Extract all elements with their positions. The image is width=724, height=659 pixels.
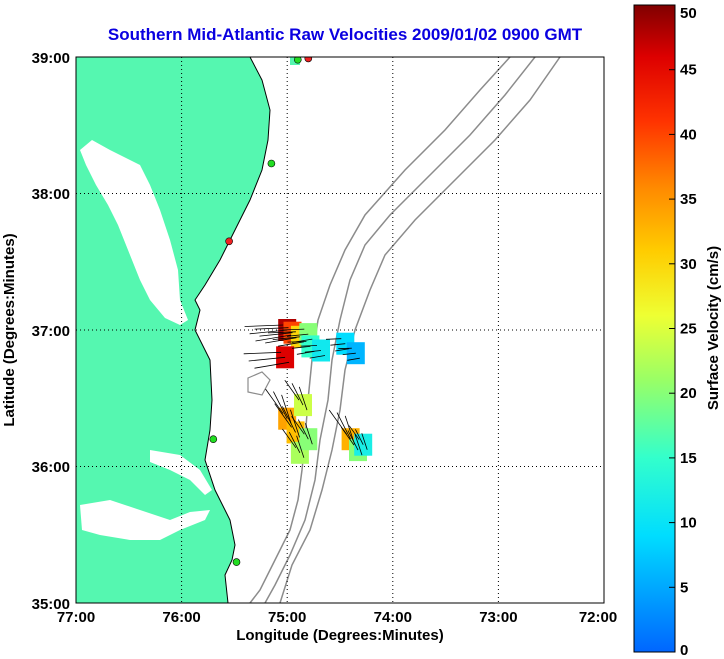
- velocity-vector: [254, 361, 290, 369]
- colorbar-tick-label: 20: [680, 385, 697, 402]
- isobath-line-3: [279, 57, 561, 603]
- colorbar-label: Surface Velocity (cm/s): [705, 246, 722, 410]
- velocity-vector: [347, 357, 360, 361]
- velocity-vector: [338, 347, 352, 350]
- velocity-vector: [344, 415, 355, 445]
- colorbar-tick-label: 0: [680, 642, 688, 659]
- velocity-vector: [282, 406, 296, 433]
- radar-stations: [209, 57, 313, 566]
- radar-station-marker: [232, 558, 241, 566]
- colorbar-tick-label: 25: [680, 321, 697, 338]
- colorbar-tick-label: 40: [680, 126, 697, 143]
- radar-station-marker: [209, 435, 218, 444]
- velocity-vector: [244, 324, 284, 327]
- velocity-vector: [284, 379, 300, 401]
- velocity-vector: [291, 383, 304, 406]
- y-tick-label: 35:00: [32, 596, 70, 613]
- velocity-vector: [296, 351, 315, 355]
- x-tick-label: 77:00: [57, 609, 95, 626]
- velocity-vector: [290, 409, 300, 438]
- sound-water: [150, 450, 212, 495]
- velocity-vector: [243, 351, 282, 355]
- velocity-vector: [287, 341, 307, 343]
- radar-station-marker: [267, 159, 276, 168]
- colorbar-tick-label: 10: [680, 515, 697, 532]
- velocity-vector: [348, 425, 360, 440]
- velocity-vector: [298, 386, 308, 411]
- x-tick-label: 74:00: [374, 609, 412, 626]
- plot-frame: [75, 56, 605, 604]
- y-tick-label: 36:00: [32, 459, 70, 476]
- velocity-vector: [282, 328, 305, 331]
- radar-station-marker: [225, 237, 233, 246]
- y-tick-label: 37:00: [32, 323, 70, 340]
- velocity-vector: [291, 416, 305, 435]
- velocity-vectors: [243, 324, 368, 458]
- x-axis-ticks: 77:00 76:00 75:00 74:00 73:00 72:00: [57, 609, 617, 626]
- velocity-vector: [304, 350, 322, 353]
- y-tick-label: 38:00: [32, 186, 70, 203]
- velocity-vector: [274, 403, 292, 428]
- velocity-vector: [296, 435, 305, 458]
- velocity-vector: [309, 355, 326, 359]
- velocity-vector: [248, 356, 286, 362]
- coastline: [194, 57, 271, 603]
- velocity-vector: [282, 428, 297, 449]
- x-tick-label: 76:00: [162, 609, 200, 626]
- y-tick-label: 39:00: [32, 50, 70, 67]
- x-axis-label: Longitude (Degrees:Minutes): [236, 627, 444, 644]
- colorbar-tick-label: 5: [680, 579, 688, 596]
- colorbar-tick-label: 50: [680, 5, 697, 22]
- colorbar-tick-label: 30: [680, 256, 697, 273]
- colorbar-tick-label: 45: [680, 62, 697, 79]
- velocity-vector: [297, 419, 309, 440]
- velocity-vector: [254, 327, 289, 330]
- velocity-vector: [354, 434, 363, 456]
- velocity-vector: [278, 341, 304, 347]
- velocity-vector: [305, 423, 313, 445]
- radar-station-marker: [294, 57, 302, 64]
- velocity-vector: [300, 345, 318, 347]
- velocity-vector: [273, 391, 288, 419]
- isobath-line-2: [264, 57, 536, 603]
- velocity-vector: [325, 338, 342, 340]
- bay-water: [80, 140, 188, 325]
- y-axis-label: Latitude (Degrees:Minutes): [1, 233, 18, 426]
- colorbar-tick-label: 15: [680, 450, 697, 467]
- velocity-vector: [249, 329, 288, 335]
- velocity-vector: [342, 352, 356, 355]
- velocity-vector: [286, 333, 309, 337]
- colorbar-tick-label: 35: [680, 191, 697, 208]
- x-tick-label: 72:00: [579, 609, 617, 626]
- velocity-vector: [336, 412, 351, 440]
- y-axis-ticks: 39:00 38:00 37:00 36:00 35:00: [32, 50, 70, 613]
- velocity-vector: [267, 331, 296, 334]
- isobath-loop: [247, 371, 271, 396]
- velocity-vector: [281, 394, 292, 424]
- x-tick-label: 73:00: [479, 609, 517, 626]
- velocity-vector: [272, 336, 300, 340]
- velocity-vector: [288, 432, 301, 453]
- velocity-vector: [347, 430, 359, 451]
- velocity-vector: [361, 433, 368, 450]
- colorbar: [633, 4, 676, 653]
- radar-station-marker: [304, 57, 313, 63]
- x-tick-label: 75:00: [268, 609, 306, 626]
- velocity-vector: [291, 346, 311, 349]
- velocity-vector: [259, 332, 293, 337]
- bay-water-south: [80, 500, 210, 540]
- velocity-vector: [265, 337, 297, 344]
- velocity-vector: [335, 348, 350, 352]
- velocity-vector: [355, 429, 364, 445]
- velocity-vector: [340, 426, 355, 446]
- velocity-vector: [255, 334, 292, 342]
- velocity-vector: [265, 388, 284, 414]
- map-title: Southern Mid-Atlantic Raw Velocities 200…: [108, 25, 583, 44]
- velocity-vector: [330, 343, 346, 346]
